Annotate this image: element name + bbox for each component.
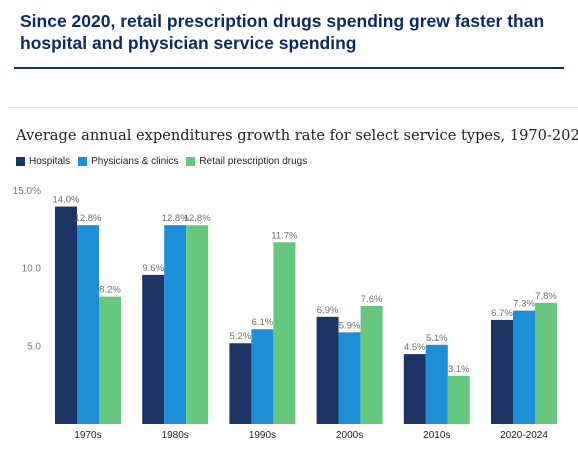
- bar: [316, 316, 339, 424]
- data-label: 5.9%: [339, 320, 361, 331]
- x-tick-label: 2020-2024: [500, 430, 548, 441]
- data-label: 7.8%: [535, 291, 557, 302]
- data-label: 6.7%: [491, 308, 513, 319]
- x-tick-label: 1970s: [74, 430, 101, 441]
- data-label: 12.8%: [184, 213, 211, 224]
- legend-swatch-drugs: [186, 156, 196, 166]
- headline-divider: [14, 67, 564, 69]
- data-label: 7.6%: [361, 294, 383, 305]
- data-label: 12.8%: [162, 213, 189, 224]
- data-label: 11.7%: [271, 230, 298, 241]
- legend-item-drugs: Retail prescription drugs: [186, 156, 307, 167]
- bar: [273, 242, 296, 424]
- legend: Hospitals Physicians & clinics Retail pr…: [16, 154, 315, 168]
- chart-title: Average annual expenditures growth rate …: [16, 127, 578, 144]
- bar: [142, 274, 165, 424]
- x-tick-label: 2010s: [423, 430, 450, 441]
- bar: [99, 296, 121, 424]
- bar: [447, 375, 470, 424]
- data-label: 4.5%: [404, 342, 426, 353]
- headline: Since 2020, retail prescription drugs sp…: [20, 11, 545, 53]
- bar: [491, 319, 513, 424]
- x-tick-label: 1980s: [162, 430, 189, 441]
- x-axis-labels: 1970s 1980s 1990s 2000s 2010s 2020-2024: [74, 430, 548, 441]
- bar: [186, 225, 209, 424]
- legend-label-physicians: Physicians & clinics: [91, 155, 179, 167]
- bar: [251, 329, 274, 424]
- y-tick-label: 5.0: [27, 341, 41, 352]
- bar: [360, 305, 383, 424]
- data-label: 8.2%: [99, 285, 121, 296]
- y-tick-label: 15.0%: [13, 186, 41, 197]
- y-axis-ticks: 15.0% 10.0 5.0: [13, 186, 42, 352]
- x-tick-label: 2000s: [336, 430, 363, 441]
- bar-series: [55, 206, 557, 424]
- legend-swatch-hospitals: [16, 156, 25, 166]
- legend-label-hospitals: Hospitals: [29, 155, 71, 167]
- bar: [55, 206, 77, 424]
- data-label: 6.1%: [252, 317, 274, 328]
- bar: [229, 343, 252, 424]
- legend-swatch-physicians: [78, 156, 88, 166]
- data-label: 5.1%: [426, 333, 448, 344]
- bar: [403, 354, 426, 424]
- section-divider: [8, 107, 578, 108]
- data-label: 12.8%: [75, 213, 102, 224]
- data-label: 6.9%: [317, 305, 339, 316]
- legend-item-hospitals: Hospitals: [16, 156, 70, 167]
- x-tick-label: 1990s: [249, 430, 276, 441]
- bar: [338, 332, 361, 424]
- data-label: 9.6%: [142, 263, 164, 274]
- bar: [164, 225, 187, 424]
- data-label: 3.1%: [448, 364, 470, 375]
- bar: [77, 225, 99, 424]
- data-label: 14.0%: [53, 195, 80, 206]
- y-tick-label: 10.0: [22, 264, 42, 275]
- legend-item-physicians: Physicians & clinics: [78, 156, 178, 167]
- legend-label-drugs: Retail prescription drugs: [199, 155, 308, 167]
- bar: [513, 310, 535, 424]
- data-label: 5.2%: [230, 331, 252, 342]
- bar: [535, 302, 557, 424]
- data-label: 7.3%: [513, 299, 535, 310]
- data-labels: 14.0%12.8%8.2%9.6%12.8%12.8%5.2%6.1%11.7…: [53, 195, 558, 375]
- bar: [425, 344, 448, 424]
